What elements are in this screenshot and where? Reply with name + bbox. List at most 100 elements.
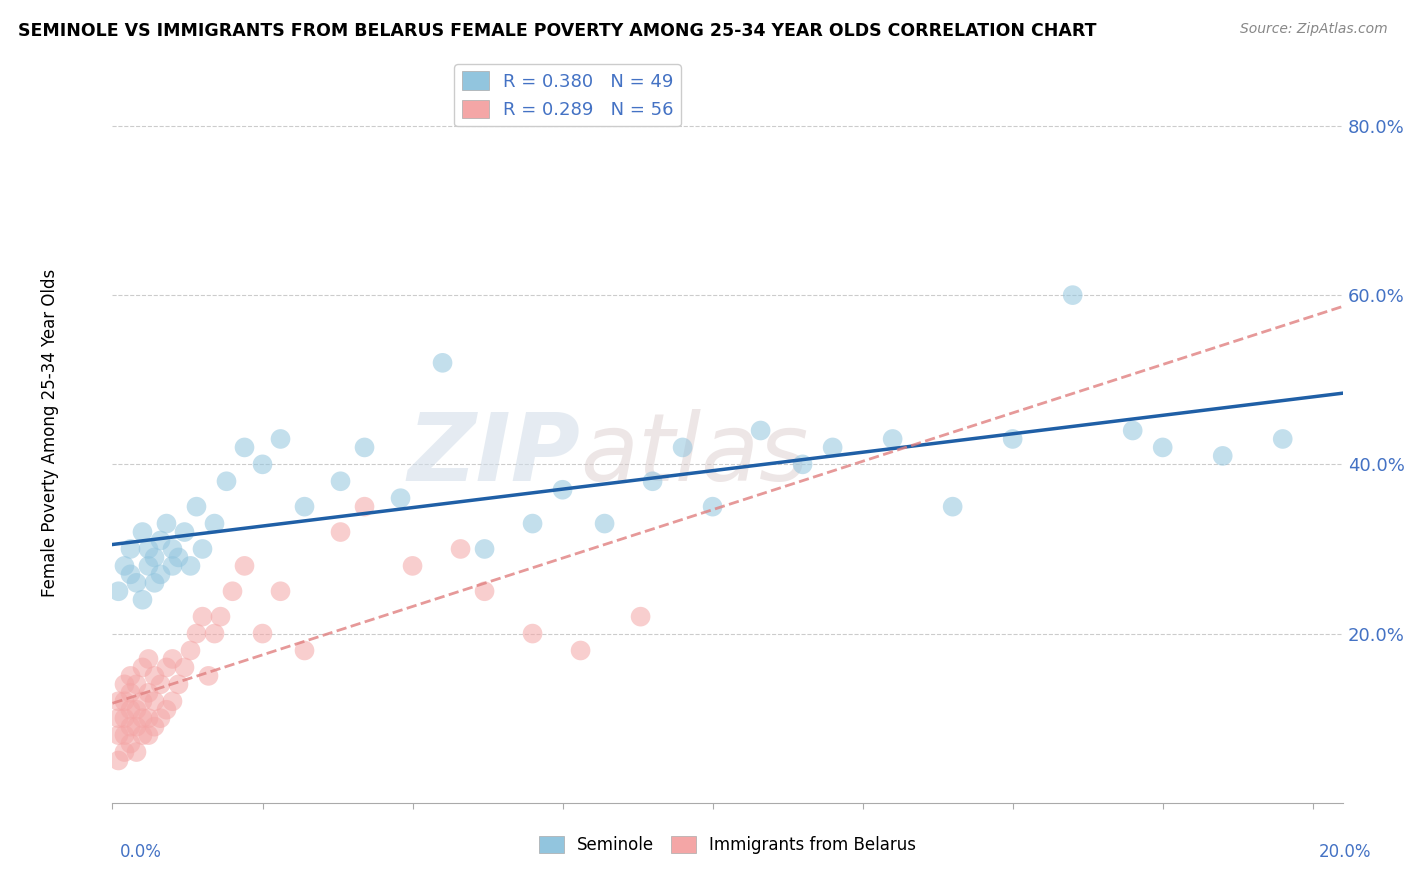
Point — [1001, 432, 1024, 446]
Point — [749, 424, 772, 438]
Point — [114, 694, 136, 708]
Point — [120, 720, 142, 734]
Point — [450, 541, 472, 556]
Point — [155, 660, 177, 674]
Y-axis label: Female Poverty Among 25-34 Year Olds: Female Poverty Among 25-34 Year Olds — [41, 268, 59, 597]
Point — [1271, 432, 1294, 446]
Point — [474, 584, 496, 599]
Point — [401, 558, 423, 573]
Point — [125, 720, 148, 734]
Point — [1122, 424, 1144, 438]
Text: 0.0%: 0.0% — [120, 843, 162, 861]
Point — [630, 609, 652, 624]
Point — [120, 567, 142, 582]
Point — [167, 677, 190, 691]
Point — [107, 694, 129, 708]
Point — [593, 516, 616, 531]
Point — [353, 500, 375, 514]
Point — [252, 626, 274, 640]
Point — [155, 516, 177, 531]
Point — [162, 694, 184, 708]
Point — [143, 575, 166, 590]
Point — [569, 643, 592, 657]
Point — [120, 541, 142, 556]
Point — [131, 524, 153, 539]
Text: Source: ZipAtlas.com: Source: ZipAtlas.com — [1240, 22, 1388, 37]
Text: atlas: atlas — [581, 409, 808, 500]
Point — [138, 686, 160, 700]
Point — [821, 441, 844, 455]
Point — [270, 584, 292, 599]
Point — [270, 432, 292, 446]
Point — [191, 541, 214, 556]
Point — [186, 500, 208, 514]
Point — [149, 533, 172, 548]
Point — [114, 677, 136, 691]
Point — [1062, 288, 1084, 302]
Point — [641, 475, 664, 489]
Point — [131, 711, 153, 725]
Point — [120, 703, 142, 717]
Point — [221, 584, 243, 599]
Point — [702, 500, 724, 514]
Point — [432, 356, 454, 370]
Point — [252, 458, 274, 472]
Point — [522, 626, 544, 640]
Text: ZIP: ZIP — [408, 409, 581, 500]
Point — [197, 669, 219, 683]
Point — [1212, 449, 1234, 463]
Point — [143, 669, 166, 683]
Point — [125, 575, 148, 590]
Point — [167, 550, 190, 565]
Point — [474, 541, 496, 556]
Point — [155, 703, 177, 717]
Point — [120, 737, 142, 751]
Point — [173, 660, 195, 674]
Point — [186, 626, 208, 640]
Point — [138, 652, 160, 666]
Point — [179, 643, 201, 657]
Point — [215, 475, 238, 489]
Point — [329, 475, 352, 489]
Point — [125, 745, 148, 759]
Point — [162, 541, 184, 556]
Point — [131, 592, 153, 607]
Point — [191, 609, 214, 624]
Point — [125, 703, 148, 717]
Point — [120, 669, 142, 683]
Point — [353, 441, 375, 455]
Point — [792, 458, 814, 472]
Point — [143, 694, 166, 708]
Point — [149, 567, 172, 582]
Point — [120, 686, 142, 700]
Point — [204, 626, 226, 640]
Point — [204, 516, 226, 531]
Point — [131, 694, 153, 708]
Point — [107, 728, 129, 742]
Point — [389, 491, 412, 506]
Point — [329, 524, 352, 539]
Point — [162, 652, 184, 666]
Point — [522, 516, 544, 531]
Point — [107, 584, 129, 599]
Point — [671, 441, 693, 455]
Point — [882, 432, 904, 446]
Point — [125, 677, 148, 691]
Point — [138, 541, 160, 556]
Legend: Seminole, Immigrants from Belarus: Seminole, Immigrants from Belarus — [533, 830, 922, 861]
Point — [143, 550, 166, 565]
Point — [131, 660, 153, 674]
Point — [233, 441, 256, 455]
Point — [233, 558, 256, 573]
Point — [942, 500, 965, 514]
Point — [294, 643, 316, 657]
Text: SEMINOLE VS IMMIGRANTS FROM BELARUS FEMALE POVERTY AMONG 25-34 YEAR OLDS CORRELA: SEMINOLE VS IMMIGRANTS FROM BELARUS FEMA… — [18, 22, 1097, 40]
Point — [551, 483, 574, 497]
Point — [162, 558, 184, 573]
Point — [138, 728, 160, 742]
Point — [149, 711, 172, 725]
Point — [179, 558, 201, 573]
Point — [114, 711, 136, 725]
Point — [131, 728, 153, 742]
Point — [114, 558, 136, 573]
